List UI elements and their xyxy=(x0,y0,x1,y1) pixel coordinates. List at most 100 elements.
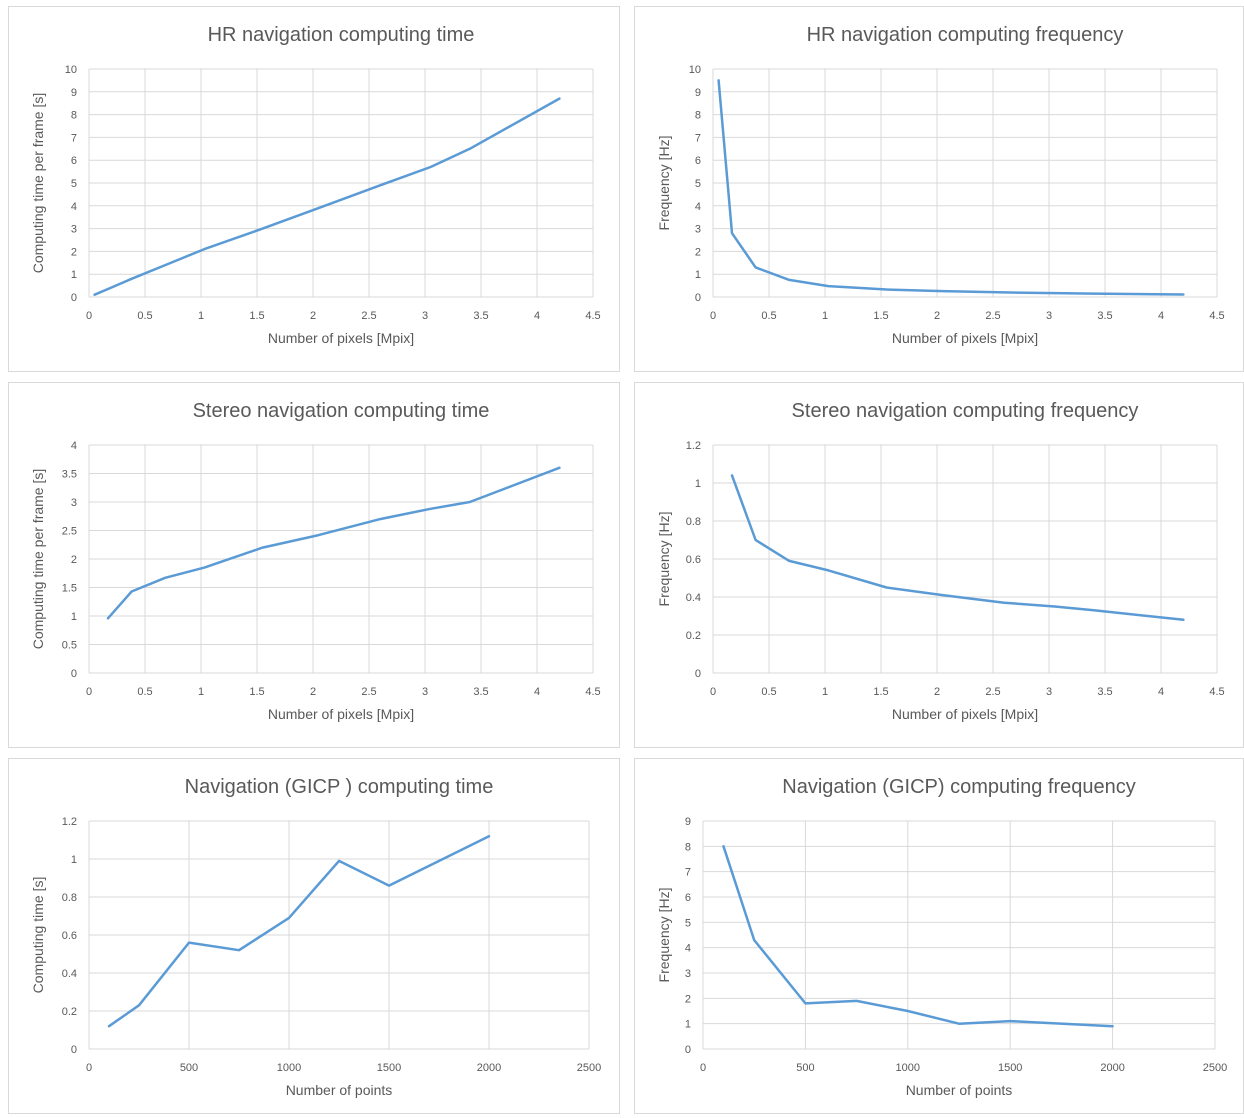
x-axis-label: Number of pixels [Mpix] xyxy=(268,706,414,722)
x-tick-label: 1.5 xyxy=(249,310,264,322)
x-tick-label: 0 xyxy=(86,1062,92,1074)
x-tick-label: 4.5 xyxy=(1209,686,1224,698)
y-tick-label: 2 xyxy=(71,554,77,566)
x-axis-label: Number of pixels [Mpix] xyxy=(268,330,414,346)
chart-hr-time: HR navigation computing time 0 0.5 1 1.5 2 2.5… xyxy=(8,6,620,372)
chart-svg: Stereo navigation computing frequency 0 0.… xyxy=(656,400,1225,722)
y-tick-label: 3.5 xyxy=(62,469,77,481)
x-tick-label: 2000 xyxy=(477,1062,501,1074)
y-tick-label: 6 xyxy=(685,892,691,904)
x-tick-label: 4.5 xyxy=(585,310,600,322)
x-tick-label: 4 xyxy=(1158,686,1164,698)
x-tick-label: 1 xyxy=(822,686,828,698)
chart-title: Navigation (GICP ) computing time xyxy=(185,776,494,798)
chart-hr-frequency: HR navigation computing frequency 0 0.5 1 1.… xyxy=(634,6,1244,372)
y-tick-label: 0 xyxy=(695,668,701,680)
y-tick-label: 6 xyxy=(695,155,701,167)
y-axis-label: Frequency [Hz] xyxy=(656,888,672,983)
chart-title: HR navigation computing time xyxy=(208,24,475,46)
x-tick-label: 4.5 xyxy=(1209,310,1224,322)
chart-gicp-frequency: Navigation (GICP) computing frequency 0 5 0… xyxy=(634,758,1244,1114)
y-axis-label: Frequency [Hz] xyxy=(656,136,672,231)
y-tick-label: 0 xyxy=(71,1044,77,1056)
y-tick-label: 9 xyxy=(695,87,701,99)
chart-title: Navigation (GICP) computing frequency xyxy=(782,776,1136,798)
y-tick-label: 0.4 xyxy=(686,592,701,604)
x-tick-label: 2 xyxy=(310,310,316,322)
y-tick-label: 5 xyxy=(71,178,77,190)
x-tick-label: 1000 xyxy=(277,1062,301,1074)
y-tick-label: 2 xyxy=(71,246,77,258)
chart-svg: HR navigation computing time 0 0.5 1 1.5 2 2.5… xyxy=(30,24,601,346)
x-tick-label: 2.5 xyxy=(985,686,1000,698)
y-tick-label: 1.2 xyxy=(686,440,701,452)
y-tick-label: 6 xyxy=(71,155,77,167)
series-line xyxy=(730,474,1185,622)
x-tick-label: 3.5 xyxy=(473,310,488,322)
chart-gicp-time: Navigation (GICP ) computing time 0 500 100… xyxy=(8,758,620,1114)
y-tick-label: 5 xyxy=(685,917,691,929)
chart-svg: HR navigation computing frequency 0 0.5 1 1.… xyxy=(656,24,1225,346)
y-tick-label: 3 xyxy=(685,968,691,980)
y-tick-label: 1 xyxy=(71,611,77,623)
x-tick-label: 3 xyxy=(422,310,428,322)
x-tick-label: 1 xyxy=(822,310,828,322)
chart-svg: Navigation (GICP) computing frequency 0 5 0… xyxy=(656,776,1227,1098)
y-tick-label: 0.4 xyxy=(62,968,77,980)
y-tick-label: 8 xyxy=(685,841,691,853)
y-axis-label: Computing time [s] xyxy=(30,877,46,994)
y-tick-label: 7 xyxy=(71,132,77,144)
x-tick-label: 3.5 xyxy=(1097,686,1112,698)
x-tick-label: 1500 xyxy=(377,1062,401,1074)
x-axis-label: Number of pixels [Mpix] xyxy=(892,330,1038,346)
y-tick-label: 1 xyxy=(71,269,77,281)
y-tick-label: 8 xyxy=(695,110,701,122)
x-tick-label: 4 xyxy=(534,310,540,322)
chart-svg: Stereo navigation computing time 0 0.5 1 1.5… xyxy=(30,400,601,722)
y-tick-label: 9 xyxy=(71,87,77,99)
y-tick-label: 9 xyxy=(685,816,691,828)
y-tick-label: 4 xyxy=(71,440,77,452)
chart-title: Stereo navigation computing frequency xyxy=(792,400,1139,422)
y-tick-label: 4 xyxy=(695,201,701,213)
y-tick-label: 0.5 xyxy=(62,640,77,652)
y-tick-label: 0 xyxy=(685,1044,691,1056)
x-tick-label: 1 xyxy=(198,686,204,698)
x-tick-label: 4 xyxy=(1158,310,1164,322)
y-tick-label: 8 xyxy=(71,110,77,122)
x-tick-label: 2000 xyxy=(1100,1062,1124,1074)
series-line xyxy=(106,466,561,620)
y-tick-label: 1 xyxy=(695,269,701,281)
x-tick-label: 1000 xyxy=(896,1062,920,1074)
chart-stereo-frequency: Stereo navigation computing frequency 0 0.… xyxy=(634,382,1244,748)
y-tick-label: 0 xyxy=(71,668,77,680)
x-tick-label: 2500 xyxy=(1203,1062,1227,1074)
x-tick-label: 3 xyxy=(1046,310,1052,322)
y-axis-label: Computing time per frame [s] xyxy=(30,469,46,650)
x-tick-label: 0 xyxy=(710,686,716,698)
chart-title: Stereo navigation computing time xyxy=(193,400,490,422)
x-tick-label: 3.5 xyxy=(473,686,488,698)
x-tick-label: 1 xyxy=(198,310,204,322)
y-tick-label: 7 xyxy=(685,867,691,879)
y-tick-label: 0.2 xyxy=(686,630,701,642)
series-line xyxy=(107,834,491,1028)
y-tick-label: 2.5 xyxy=(62,526,77,538)
x-tick-label: 0 xyxy=(700,1062,706,1074)
x-tick-label: 4 xyxy=(534,686,540,698)
x-tick-label: 3.5 xyxy=(1097,310,1112,322)
x-tick-label: 0 xyxy=(710,310,716,322)
y-tick-label: 0.6 xyxy=(686,554,701,566)
x-tick-label: 0.5 xyxy=(137,686,152,698)
x-tick-label: 2.5 xyxy=(985,310,1000,322)
y-tick-label: 0.6 xyxy=(62,930,77,942)
x-axis-label: Number of points xyxy=(286,1082,393,1098)
y-tick-label: 1 xyxy=(71,854,77,866)
x-axis-label: Number of pixels [Mpix] xyxy=(892,706,1038,722)
y-tick-label: 5 xyxy=(695,178,701,190)
y-tick-label: 3 xyxy=(71,224,77,236)
series-line xyxy=(722,845,1114,1028)
y-tick-label: 0 xyxy=(695,292,701,304)
series-line xyxy=(717,79,1185,296)
x-tick-label: 3 xyxy=(1046,686,1052,698)
